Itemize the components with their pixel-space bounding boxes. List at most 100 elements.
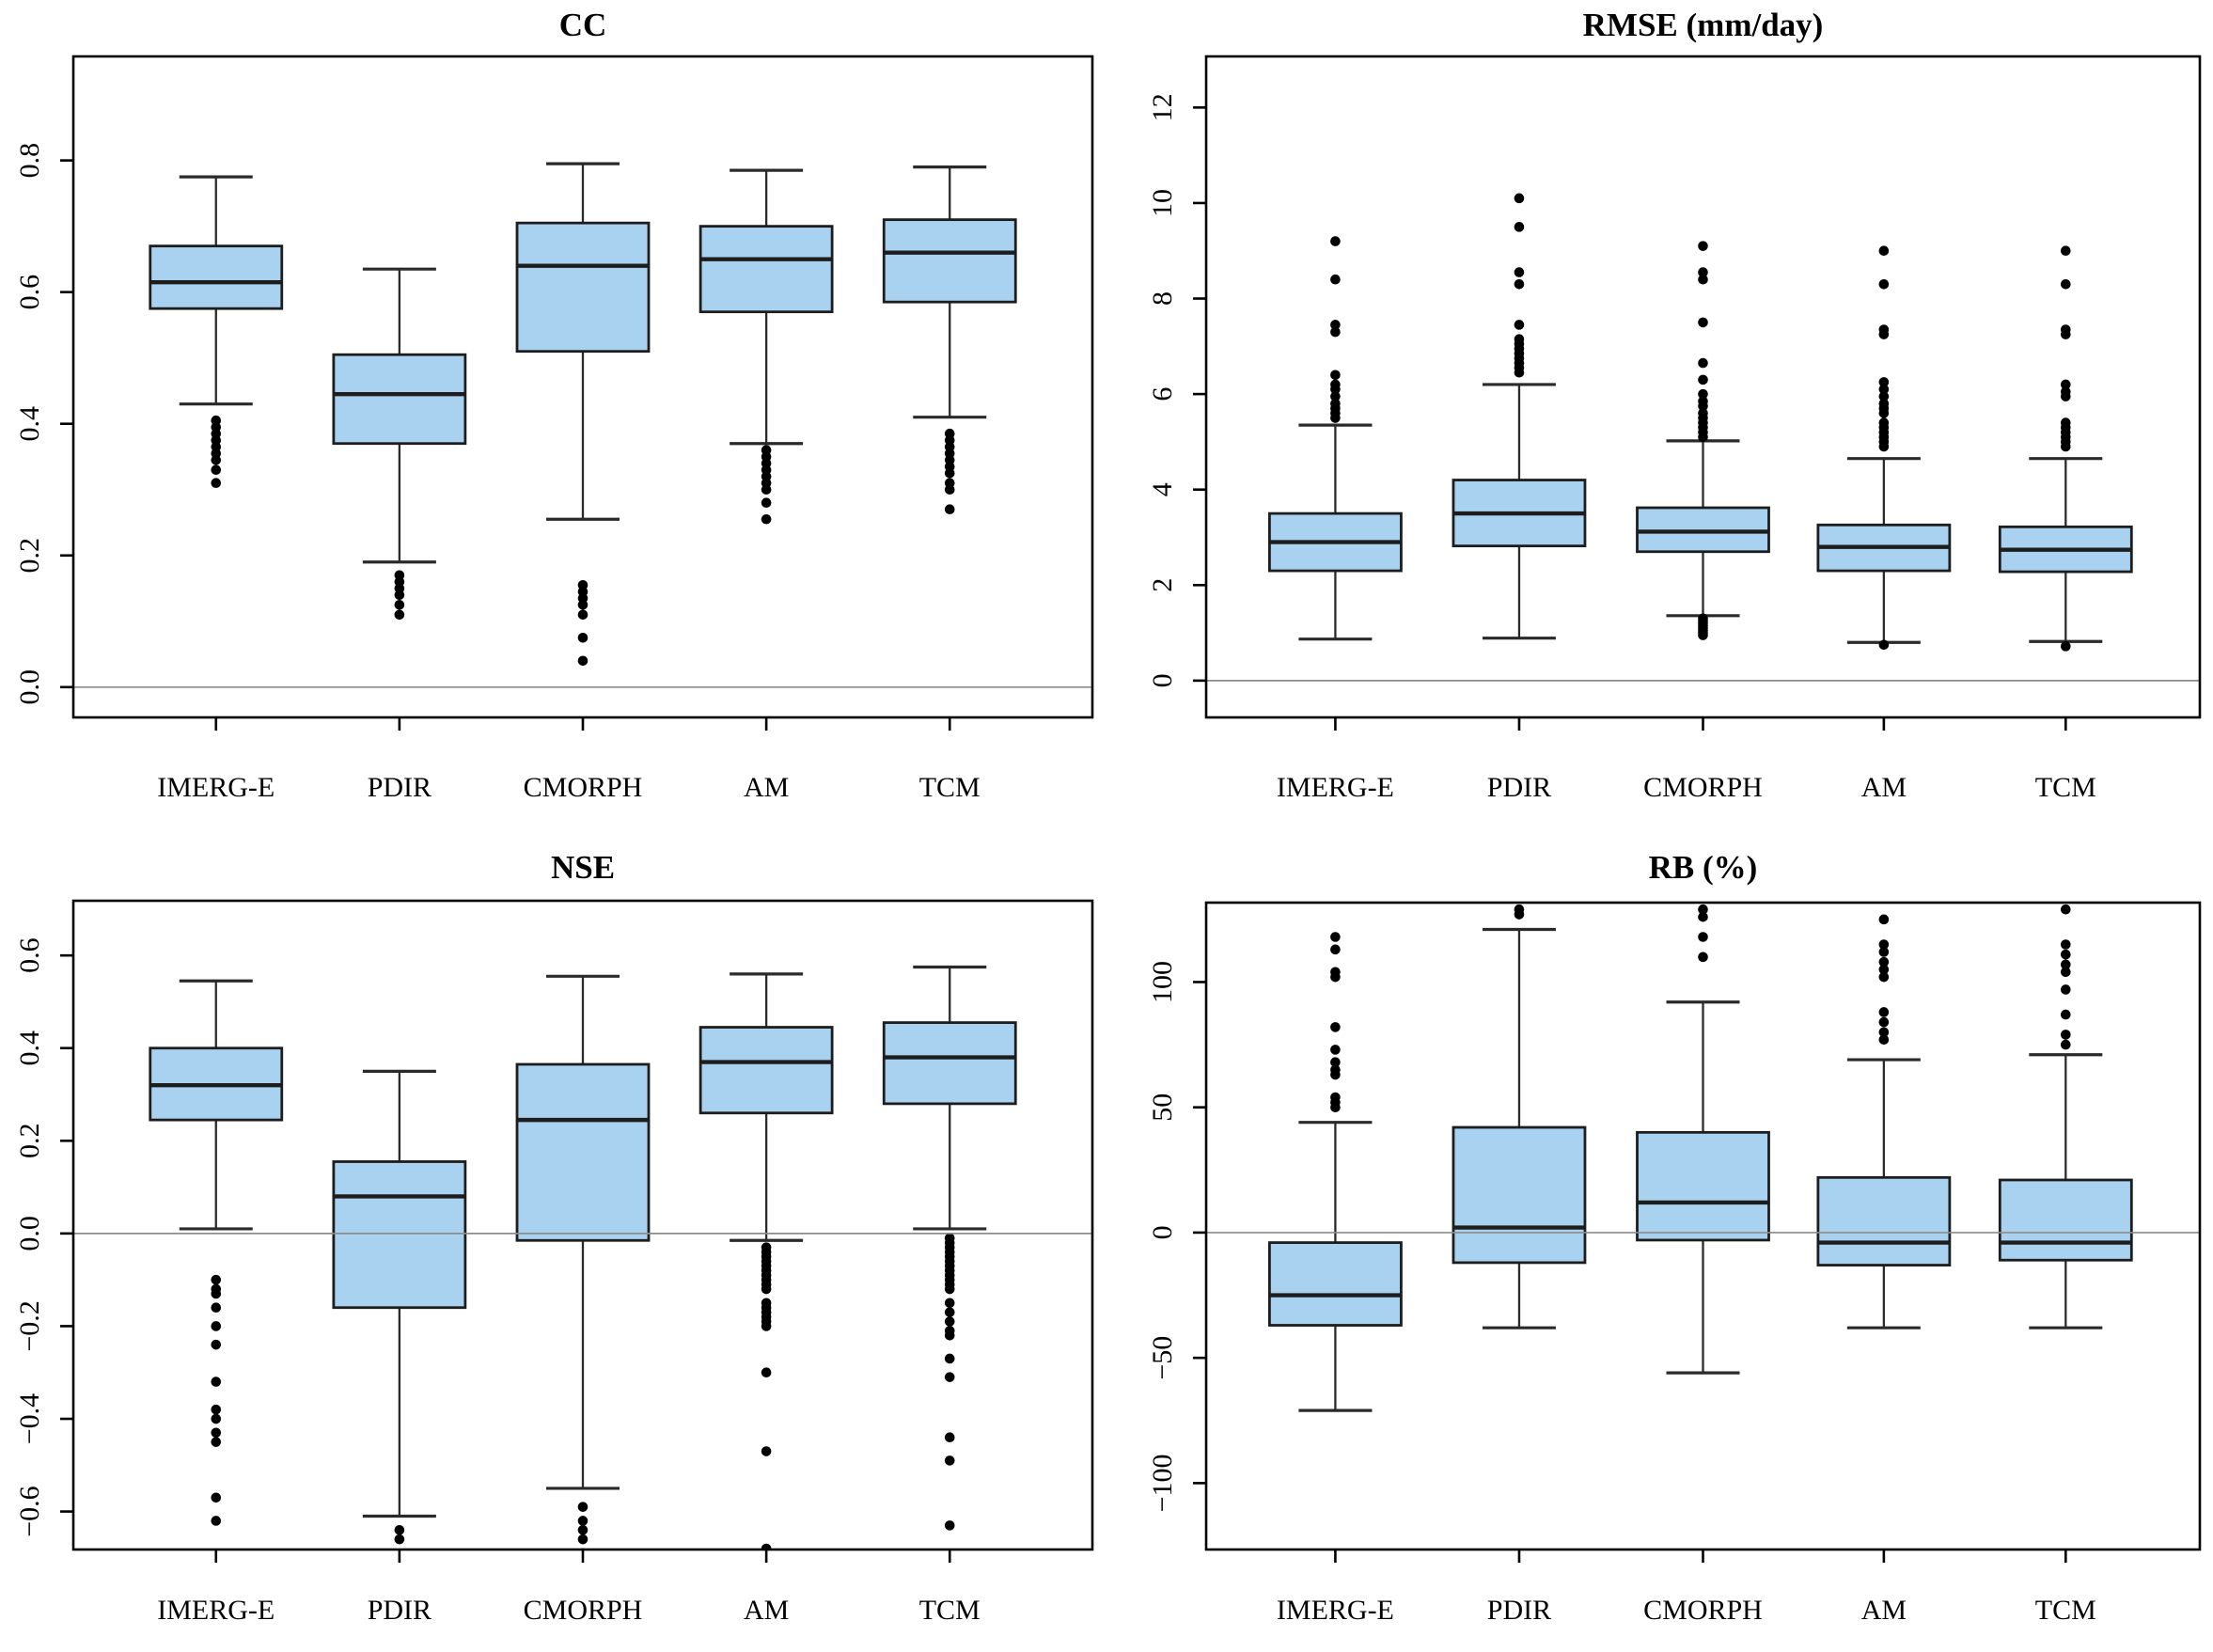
outlier-point bbox=[1330, 379, 1341, 390]
outlier-point bbox=[1330, 944, 1341, 955]
outlier-point bbox=[394, 609, 405, 621]
outlier-point bbox=[394, 1534, 405, 1545]
x-axis: IMERG-E PDIR CMORPH AM TCM bbox=[157, 1550, 981, 1626]
outlier-point bbox=[211, 1516, 222, 1526]
outlier-point bbox=[2061, 641, 2071, 652]
x-category-label: PDIR bbox=[368, 1595, 432, 1626]
iqr-box bbox=[1998, 1178, 2133, 1262]
x-axis: IMERG-E PDIR CMORPH AM TCM bbox=[1277, 717, 2096, 803]
panel-title: RB (%) bbox=[1649, 849, 1758, 886]
outlier-point bbox=[1878, 939, 1890, 950]
outlier-point bbox=[1698, 952, 1708, 963]
outlier-point bbox=[944, 1283, 955, 1295]
outlier-point bbox=[211, 1427, 222, 1439]
outlier-point bbox=[394, 599, 405, 610]
box-PDIR bbox=[332, 267, 467, 621]
y-tick-label: −100 bbox=[1147, 1454, 1178, 1512]
outlier-point bbox=[1698, 904, 1708, 915]
iqr-box bbox=[332, 1160, 467, 1310]
outlier-point bbox=[394, 590, 405, 601]
outlier-point bbox=[1878, 947, 1890, 957]
y-axis: 0 2 4 6 8 10 12 bbox=[1147, 93, 1206, 687]
box-TCM bbox=[1998, 904, 2133, 1329]
outlier-point bbox=[1514, 278, 1525, 290]
x-category-label: TCM bbox=[919, 772, 981, 803]
panel-rmse: 0 2 4 6 8 10 12 IMERG-E PDIR CMORPH AM TCM RMSE (mm/… bbox=[1106, 0, 2213, 826]
iqr-box bbox=[882, 218, 1017, 304]
outlier-point bbox=[1698, 613, 1708, 624]
outlier-point bbox=[1330, 1064, 1341, 1076]
outlier-point bbox=[1330, 398, 1341, 409]
box-IMERG-E bbox=[1268, 932, 1403, 1412]
outlier-point bbox=[394, 1525, 405, 1535]
outlier-point bbox=[944, 1307, 955, 1317]
outlier-point bbox=[2061, 1030, 2071, 1040]
outlier-point bbox=[944, 1372, 955, 1382]
outlier-point bbox=[2061, 1009, 2071, 1020]
outlier-point bbox=[211, 1437, 222, 1447]
iqr-box bbox=[332, 353, 467, 446]
outlier-point bbox=[2061, 1039, 2071, 1050]
y-tick-label: −0.2 bbox=[14, 1300, 45, 1351]
outlier-point bbox=[1878, 245, 1890, 257]
outlier-point bbox=[211, 1288, 222, 1299]
outlier-point bbox=[1698, 911, 1708, 922]
outlier-point bbox=[1878, 391, 1890, 401]
box-TCM bbox=[1998, 245, 2133, 652]
x-category-label: CMORPH bbox=[524, 1595, 643, 1626]
y-tick-label: −50 bbox=[1147, 1336, 1178, 1380]
outlier-point bbox=[761, 513, 772, 525]
y-tick-label: 0.4 bbox=[14, 1031, 45, 1066]
x-category-label: AM bbox=[1861, 772, 1907, 803]
outlier-point bbox=[1878, 377, 1890, 387]
iqr-box bbox=[1636, 1130, 1770, 1242]
box-PDIR bbox=[1452, 193, 1587, 640]
outlier-point bbox=[2061, 904, 2071, 915]
outlier-point bbox=[1698, 932, 1708, 942]
y-tick-label: 0.0 bbox=[14, 1216, 45, 1251]
panel-title: CC bbox=[559, 7, 607, 43]
box-PDIR bbox=[332, 1069, 467, 1545]
x-category-label: TCM bbox=[2035, 1595, 2096, 1626]
y-tick-label: 0.2 bbox=[14, 538, 45, 574]
outlier-point bbox=[211, 1413, 222, 1424]
outlier-point bbox=[944, 1353, 955, 1364]
outlier-point bbox=[1698, 267, 1708, 277]
x-category-label: PDIR bbox=[1487, 1595, 1551, 1626]
outlier-point bbox=[1698, 357, 1708, 369]
x-category-label: PDIR bbox=[1487, 772, 1551, 803]
outlier-point bbox=[2061, 386, 2071, 397]
box-CMORPH bbox=[1636, 241, 1770, 640]
outlier-point bbox=[1878, 964, 1890, 975]
y-tick-label: 0.8 bbox=[14, 143, 45, 179]
iqr-box bbox=[882, 1021, 1017, 1106]
box-PDIR bbox=[1452, 904, 1587, 1329]
plot-area bbox=[149, 162, 1017, 667]
outlier-point bbox=[1330, 236, 1341, 246]
x-category-label: IMERG-E bbox=[157, 1595, 275, 1626]
y-axis: −100 −50 0 50 100 bbox=[1147, 961, 1206, 1512]
y-tick-label: 8 bbox=[1147, 291, 1178, 306]
outlier-point bbox=[577, 1516, 589, 1526]
outlier-point bbox=[761, 1367, 772, 1378]
outlier-point bbox=[1330, 967, 1341, 978]
y-tick-label: 12 bbox=[1147, 93, 1178, 121]
outlier-point bbox=[577, 599, 589, 610]
panel-cc: 0.0 0.2 0.4 0.6 0.8 IMERG-E PDIR CMORPH AM TCM CC bbox=[0, 0, 1106, 826]
outlier-point bbox=[1878, 639, 1890, 651]
outlier-point bbox=[577, 609, 589, 621]
outlier-point bbox=[1330, 391, 1341, 401]
panel-nse: −0.6 −0.4 −0.2 0.0 0.2 0.4 0.6 IMERG-E PDIR CMORP… bbox=[0, 826, 1106, 1652]
outlier-point bbox=[1878, 971, 1890, 983]
y-tick-label: 0 bbox=[1147, 673, 1178, 687]
outlier-point bbox=[2061, 967, 2071, 978]
outlier-point bbox=[577, 655, 589, 667]
outlier-point bbox=[944, 1298, 955, 1309]
outlier-point bbox=[1330, 1045, 1341, 1055]
outlier-point bbox=[1330, 1057, 1341, 1068]
outlier-point bbox=[211, 454, 222, 465]
x-category-label: CMORPH bbox=[1643, 1595, 1763, 1626]
y-tick-label: 4 bbox=[1147, 482, 1178, 496]
outlier-point bbox=[944, 1330, 955, 1341]
